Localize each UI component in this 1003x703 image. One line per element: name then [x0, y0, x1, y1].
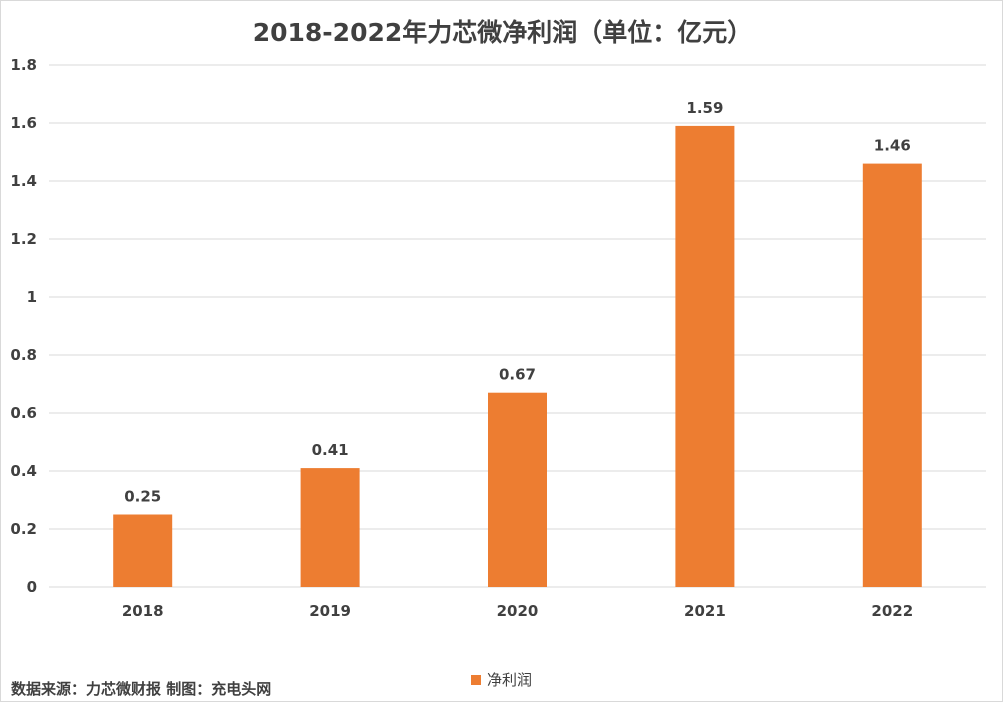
- y-tick-label: 1.4: [10, 172, 37, 190]
- x-tick-label: 2020: [497, 602, 539, 620]
- data-label: 0.25: [124, 488, 161, 506]
- y-tick-label: 1: [27, 288, 37, 306]
- y-tick-label: 0.8: [10, 346, 37, 364]
- bar: [675, 125, 735, 588]
- y-tick-label: 1.2: [10, 230, 37, 248]
- data-label: 0.41: [312, 441, 349, 459]
- y-tick-label: 0.4: [10, 462, 37, 480]
- bar: [113, 514, 173, 587]
- bar: [862, 163, 922, 587]
- y-tick-label: 0.6: [10, 404, 37, 422]
- legend-label: 净利润: [487, 671, 533, 689]
- chart-title: 2018-2022年力芯微净利润（单位：亿元）: [252, 18, 753, 47]
- x-tick-label: 2021: [684, 602, 726, 620]
- bar: [300, 468, 360, 587]
- data-label: 0.67: [499, 366, 536, 384]
- source-note: 数据来源：力芯微财报 制图：充电头网: [11, 680, 272, 698]
- legend: 净利润: [471, 669, 532, 690]
- data-label: 1.46: [874, 137, 911, 155]
- bar: [488, 392, 547, 587]
- y-tick-label: 1.8: [10, 56, 37, 74]
- y-tick-label: 0.2: [10, 520, 37, 538]
- data-label: 1.59: [686, 99, 723, 117]
- y-tick-label: 0: [27, 578, 37, 596]
- x-tick-label: 2019: [309, 602, 351, 620]
- legend-swatch: [471, 674, 481, 685]
- y-tick-label: 1.6: [10, 114, 37, 132]
- x-tick-label: 2018: [122, 602, 164, 620]
- x-tick-label: 2022: [871, 602, 913, 620]
